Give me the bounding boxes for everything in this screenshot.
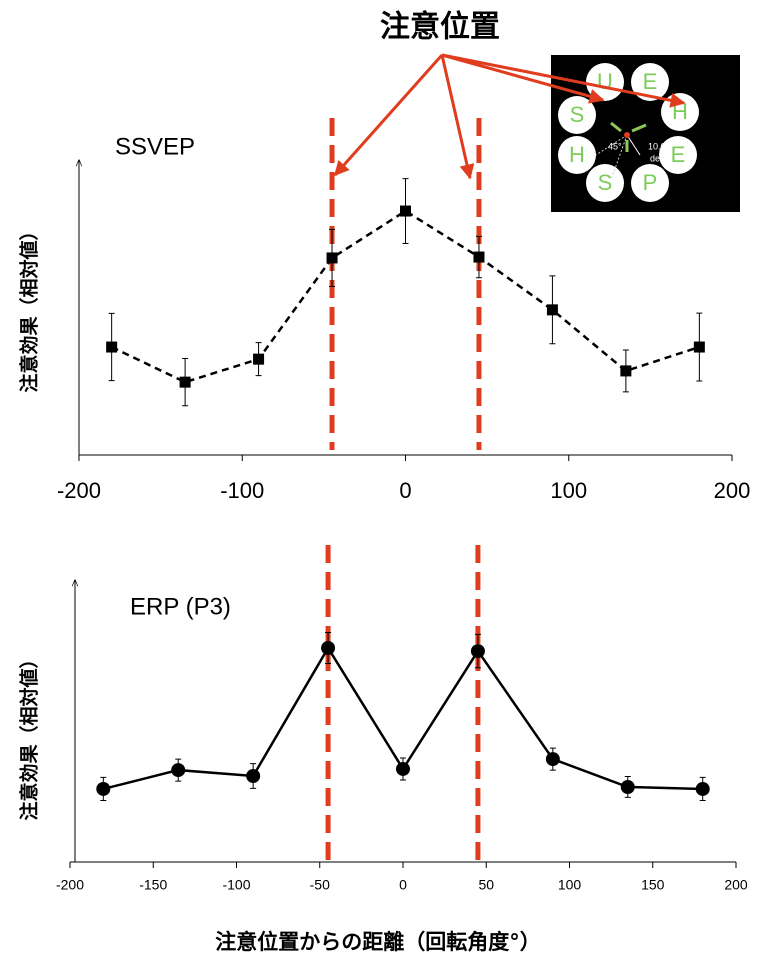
data-point [695,781,710,796]
data-point [106,341,118,353]
data-point [473,251,485,263]
inset-stimulus [586,164,624,202]
data-point [246,768,261,783]
callout-arrow [441,53,686,108]
inset-fixation [624,132,630,138]
inset-stimulus [558,96,596,134]
data-point [620,779,635,794]
inset-stimulus [631,164,669,202]
inset-bar [631,123,647,133]
inset-letter: S [598,170,613,195]
data-point [546,304,558,316]
data-point [253,353,265,365]
inset-guide [626,134,641,156]
x-tick-label: 0 [399,877,407,893]
data-point [693,341,705,353]
data-point [396,761,410,776]
inset: U ES HH ES P 45° 10.0 deg [551,55,740,212]
x-tick-label: -200 [57,478,101,503]
data-point [321,640,336,655]
series-label: ERP (P3) [130,593,231,620]
inset-letter: U [597,69,613,94]
x-tick-label: -50 [310,877,330,893]
callout-arrow [440,54,475,180]
x-tick-label: 50 [478,877,494,893]
x-tick-label: -100 [220,478,264,503]
callout-arrows [333,53,686,180]
callout-arrow [333,54,444,177]
inset-distance: 10.0 [648,141,666,151]
inset-stimulus [659,136,697,174]
inset-stimulus [558,136,596,174]
figure-title: 注意位置 [380,10,500,45]
data-point [620,365,632,377]
inset-letter: P [643,170,658,195]
inset-letter: H [569,142,585,167]
inset-stimulus [631,63,669,101]
y-axis-label: 注意効果（相対値） [18,221,41,392]
y-axis-label: 注意効果（相対値） [18,649,41,820]
x-tick-label: -150 [139,877,167,893]
x-tick-label: 0 [399,478,411,503]
data-point [171,763,186,778]
data-point [326,252,338,264]
inset-bar [610,121,622,133]
inset-letter: E [643,69,658,94]
x-tick-label: 100 [558,877,582,893]
series-label: SSVEP [115,133,195,160]
data-point [179,376,191,388]
x-axis-label: 注意位置からの距離（回転角度°） [215,930,541,954]
data-point [470,644,485,659]
x-tick-label: 200 [724,877,748,893]
data-point [400,205,411,217]
x-tick-label: 150 [641,877,665,893]
data-point [545,752,560,767]
x-tick-label: 200 [714,478,751,503]
x-tick-label: -100 [222,877,250,893]
x-tick-label: -200 [56,877,84,893]
x-tick-label: 100 [550,478,587,503]
inset-letter: E [671,142,686,167]
callout-arrow [441,53,605,104]
inset-letter: S [570,102,585,127]
inset-angle: 45° [608,141,622,151]
data-point [96,781,111,796]
inset-unit: deg [650,153,665,163]
